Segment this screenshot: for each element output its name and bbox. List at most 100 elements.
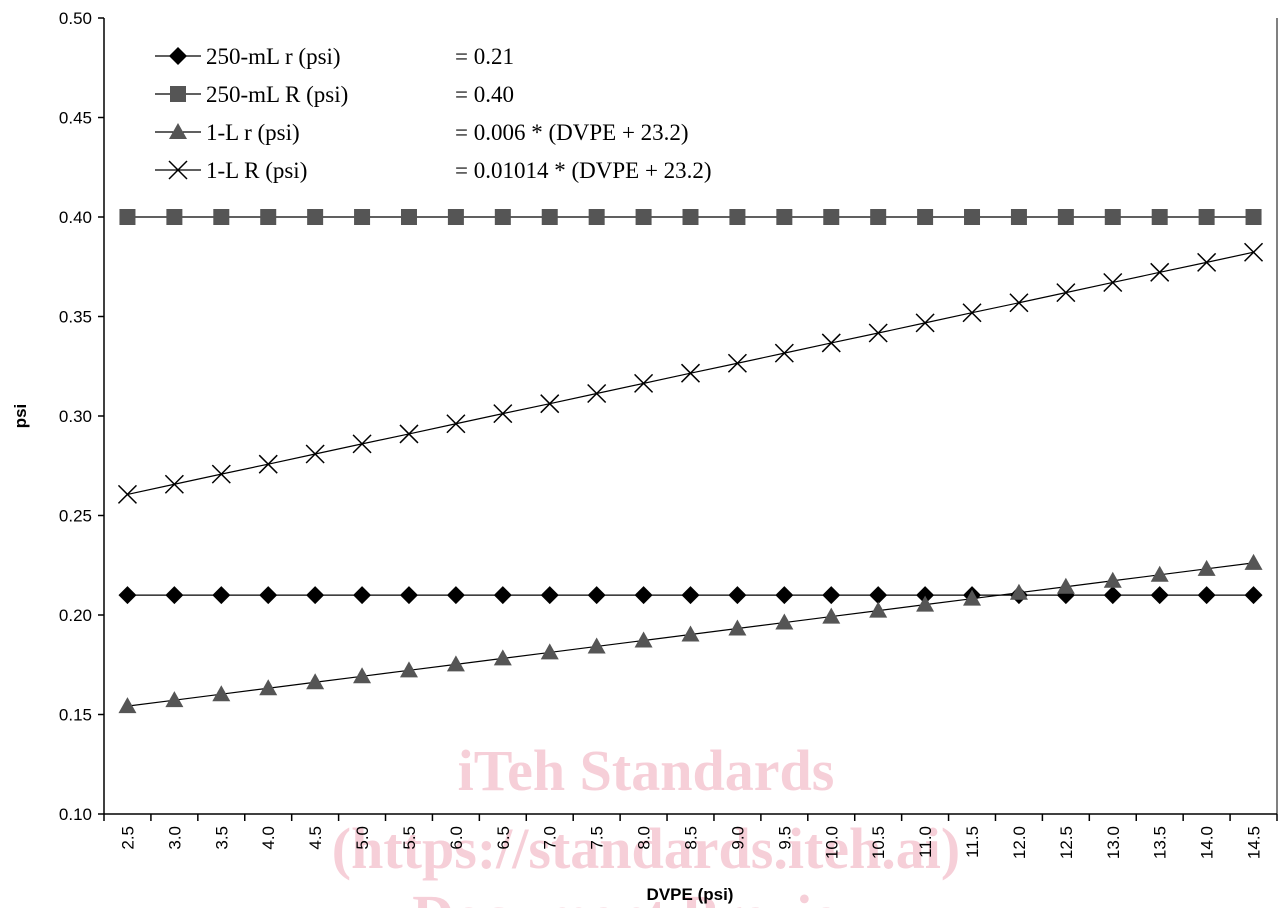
legend-entry: 250-mL r (psi) = 0.21 bbox=[155, 44, 514, 69]
x-tick-label: 11.0 bbox=[916, 826, 935, 858]
data-point bbox=[634, 373, 654, 393]
data-point bbox=[634, 586, 653, 605]
data-point bbox=[587, 637, 606, 654]
data-point bbox=[1197, 252, 1217, 272]
data-point bbox=[306, 673, 325, 690]
legend-formula: = 0.01014 * (DVPE + 23.2) bbox=[455, 158, 712, 183]
data-point bbox=[775, 613, 794, 630]
series-layer bbox=[117, 209, 1264, 714]
data-point bbox=[118, 586, 137, 605]
x-tick-label: 13.5 bbox=[1151, 826, 1170, 859]
data-point bbox=[494, 209, 511, 225]
data-point bbox=[1244, 586, 1263, 605]
data-point bbox=[119, 209, 136, 225]
data-point bbox=[728, 619, 747, 636]
x-tick-label: 10.5 bbox=[869, 826, 888, 859]
data-point bbox=[447, 209, 464, 225]
data-point bbox=[166, 209, 183, 225]
data-point bbox=[1103, 571, 1122, 588]
x-tick-label: 9.5 bbox=[775, 826, 794, 850]
data-point bbox=[868, 323, 888, 343]
data-point bbox=[399, 424, 419, 444]
data-point bbox=[915, 313, 935, 333]
x-tick-label: 4.0 bbox=[259, 826, 278, 850]
y-tick-label: 0.45 bbox=[59, 109, 92, 128]
data-point bbox=[540, 586, 559, 605]
data-point bbox=[399, 586, 418, 605]
y-tick-label: 0.30 bbox=[59, 407, 92, 426]
data-point bbox=[963, 589, 982, 606]
data-point bbox=[212, 685, 231, 702]
legend-marker bbox=[168, 160, 188, 180]
data-point bbox=[400, 209, 417, 225]
data-point bbox=[305, 444, 325, 464]
data-point bbox=[164, 474, 184, 494]
legend-formula: = 0.21 bbox=[455, 44, 514, 69]
data-point bbox=[353, 586, 372, 605]
x-tick-label: 2.5 bbox=[118, 826, 137, 850]
data-point bbox=[446, 414, 466, 434]
data-point bbox=[869, 586, 888, 605]
watermark-line-2: (https://standards.iteh.ai) bbox=[332, 816, 960, 881]
data-point bbox=[1103, 272, 1123, 293]
data-point bbox=[493, 649, 512, 666]
data-point bbox=[1103, 586, 1122, 605]
x-tick-label: 3.5 bbox=[212, 826, 231, 850]
data-point bbox=[962, 303, 982, 323]
data-point bbox=[1197, 586, 1216, 605]
legend-entry: 250-mL R (psi) = 0.40 bbox=[155, 82, 514, 107]
data-point bbox=[493, 586, 512, 605]
data-point bbox=[1056, 283, 1076, 303]
data-point bbox=[588, 209, 605, 225]
data-point bbox=[1056, 577, 1075, 594]
y-ticks: 0.10 0.15 0.20 0.25 0.30 0.35 0.40 0.45 0.50 bbox=[59, 9, 104, 824]
series-4 bbox=[117, 242, 1264, 504]
data-point bbox=[260, 209, 277, 225]
data-point bbox=[775, 586, 794, 605]
x-tick-label: 3.0 bbox=[165, 826, 184, 850]
y-tick-label: 0.40 bbox=[59, 208, 92, 227]
legend-entry: 1-L R (psi) = 0.01014 * (DVPE + 23.2) bbox=[155, 158, 712, 183]
data-point bbox=[1009, 583, 1028, 600]
legend-label: 250-mL R (psi) bbox=[206, 82, 348, 107]
data-point bbox=[540, 394, 560, 414]
data-point bbox=[776, 209, 793, 225]
data-point bbox=[1009, 293, 1029, 313]
x-tick-label: 7.0 bbox=[541, 826, 560, 850]
data-point bbox=[587, 383, 607, 404]
x-tick-label: 6.0 bbox=[447, 826, 466, 850]
data-point bbox=[212, 586, 231, 605]
data-point bbox=[1244, 242, 1264, 262]
data-point bbox=[1150, 262, 1170, 282]
watermark-line-1: iTeh Standards bbox=[458, 738, 835, 803]
legend: 250-mL r (psi) = 0.21 250-mL R (psi) = 0.40… bbox=[155, 44, 712, 183]
data-point bbox=[1151, 209, 1168, 225]
data-point bbox=[1197, 559, 1216, 576]
data-point bbox=[821, 333, 841, 353]
data-point bbox=[964, 209, 981, 225]
data-point bbox=[870, 209, 887, 225]
data-point bbox=[681, 586, 700, 605]
data-point bbox=[354, 209, 371, 225]
data-point bbox=[1057, 209, 1074, 225]
x-tick-label: 8.5 bbox=[682, 826, 701, 850]
data-point bbox=[1198, 209, 1215, 225]
data-point bbox=[118, 697, 137, 714]
data-point bbox=[352, 434, 372, 454]
x-tick-label: 6.5 bbox=[494, 826, 513, 850]
data-point bbox=[681, 625, 700, 642]
data-point bbox=[729, 209, 746, 225]
data-point bbox=[728, 586, 747, 605]
data-point bbox=[1150, 586, 1169, 605]
data-point bbox=[587, 586, 606, 605]
data-point bbox=[307, 209, 324, 225]
data-point bbox=[635, 209, 652, 225]
series-2 bbox=[119, 209, 1262, 225]
x-tick-label: 12.5 bbox=[1057, 826, 1076, 859]
data-point bbox=[1104, 209, 1121, 225]
series-1 bbox=[118, 586, 1263, 605]
data-point bbox=[258, 454, 278, 474]
data-point bbox=[822, 607, 841, 624]
x-ticks: 2.5 3.0 3.5 4.0 4.5 5.0 5.5 6.0 6.5 7.0 7.5 8.0 8.5 9… bbox=[103, 814, 1278, 859]
